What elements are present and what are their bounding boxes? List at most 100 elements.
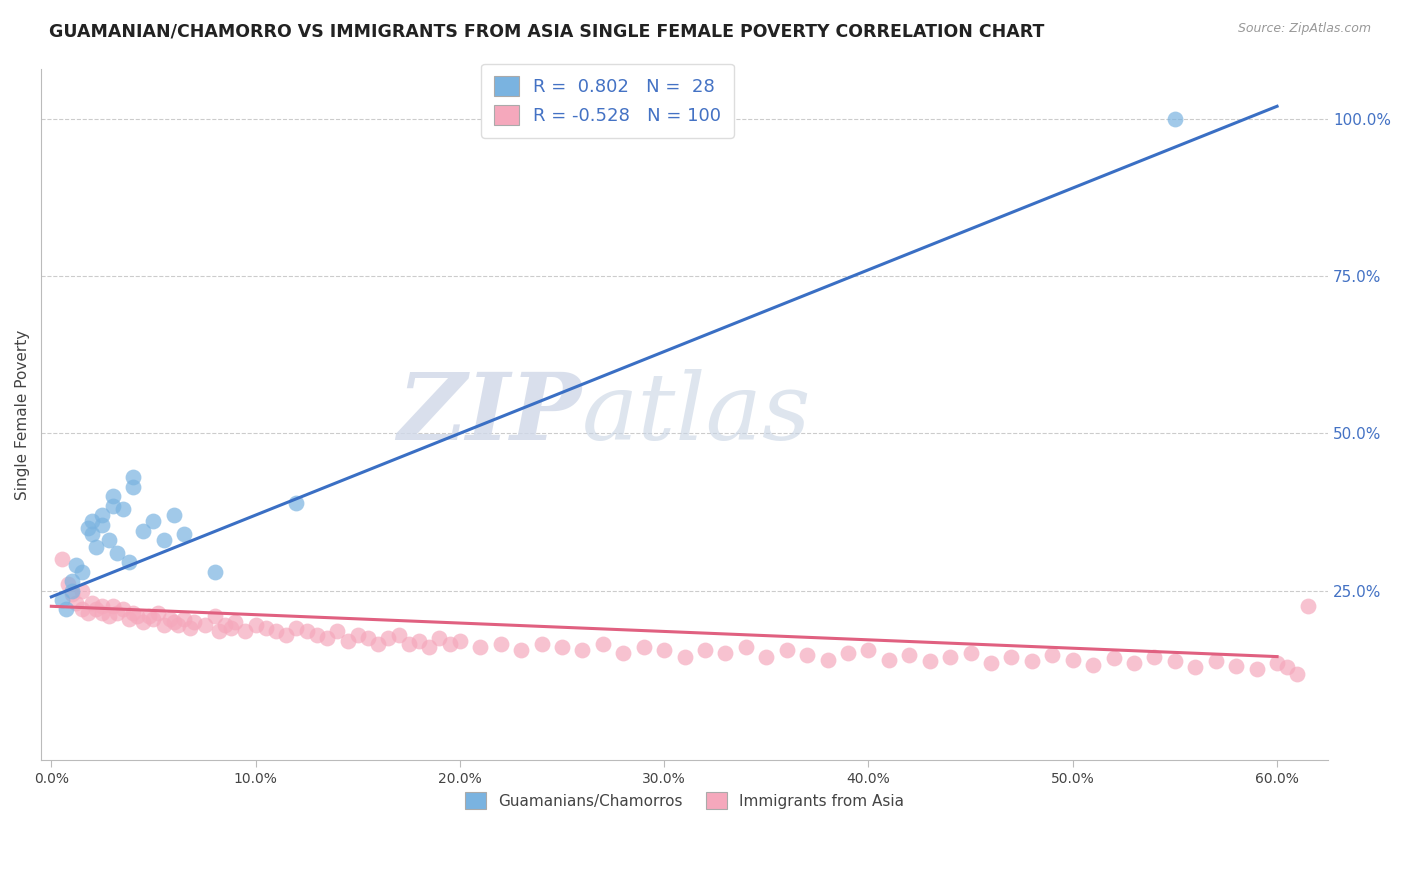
Text: Source: ZipAtlas.com: Source: ZipAtlas.com bbox=[1237, 22, 1371, 36]
Point bbox=[510, 643, 533, 657]
Text: GUAMANIAN/CHAMORRO VS IMMIGRANTS FROM ASIA SINGLE FEMALE POVERTY CORRELATION CHA: GUAMANIAN/CHAMORRO VS IMMIGRANTS FROM AS… bbox=[49, 22, 1045, 40]
Point bbox=[398, 637, 420, 651]
Point bbox=[1205, 654, 1227, 668]
Point bbox=[1040, 648, 1063, 662]
Point bbox=[571, 643, 593, 657]
Point bbox=[1143, 649, 1166, 664]
Point bbox=[208, 624, 231, 639]
Point bbox=[285, 621, 308, 635]
Point bbox=[316, 631, 339, 645]
Point bbox=[70, 602, 93, 616]
Point bbox=[817, 653, 839, 667]
Point bbox=[65, 596, 87, 610]
Point bbox=[105, 546, 128, 560]
Point bbox=[77, 606, 100, 620]
Point bbox=[56, 577, 79, 591]
Point bbox=[235, 624, 257, 639]
Point bbox=[84, 602, 107, 616]
Point bbox=[612, 647, 634, 661]
Point bbox=[167, 618, 190, 632]
Point bbox=[70, 583, 93, 598]
Point bbox=[367, 637, 389, 651]
Point bbox=[776, 643, 799, 657]
Point bbox=[305, 627, 328, 641]
Point bbox=[1164, 654, 1187, 668]
Point bbox=[470, 640, 492, 655]
Legend: Guamanians/Chamorros, Immigrants from Asia: Guamanians/Chamorros, Immigrants from As… bbox=[458, 786, 911, 815]
Point bbox=[159, 612, 181, 626]
Point bbox=[551, 640, 574, 655]
Point bbox=[82, 596, 104, 610]
Point bbox=[224, 615, 246, 629]
Point bbox=[101, 599, 124, 614]
Point bbox=[163, 615, 186, 629]
Point bbox=[60, 583, 83, 598]
Point bbox=[142, 612, 165, 626]
Point bbox=[1102, 651, 1125, 665]
Point bbox=[1225, 659, 1247, 673]
Point bbox=[1083, 657, 1105, 672]
Point bbox=[118, 612, 141, 626]
Point bbox=[1000, 649, 1022, 664]
Point bbox=[51, 552, 73, 566]
Point bbox=[204, 565, 226, 579]
Point bbox=[1184, 660, 1206, 674]
Point bbox=[91, 517, 114, 532]
Point bbox=[70, 565, 93, 579]
Text: ZIP: ZIP bbox=[398, 369, 582, 459]
Point bbox=[276, 627, 298, 641]
Point bbox=[60, 574, 83, 588]
Point bbox=[673, 649, 696, 664]
Point bbox=[214, 618, 236, 632]
Point bbox=[138, 608, 160, 623]
Point bbox=[60, 587, 83, 601]
Point bbox=[118, 555, 141, 569]
Point bbox=[980, 656, 1002, 670]
Point bbox=[254, 621, 277, 635]
Point bbox=[357, 631, 380, 645]
Point bbox=[84, 540, 107, 554]
Point bbox=[408, 633, 430, 648]
Point bbox=[183, 615, 205, 629]
Point bbox=[898, 648, 921, 662]
Point bbox=[429, 631, 451, 645]
Point bbox=[179, 621, 201, 635]
Text: atlas: atlas bbox=[582, 369, 811, 459]
Point bbox=[918, 654, 941, 668]
Point bbox=[163, 508, 186, 522]
Point bbox=[152, 533, 174, 548]
Point bbox=[1062, 653, 1084, 667]
Point bbox=[1021, 654, 1043, 668]
Point bbox=[245, 618, 267, 632]
Point bbox=[714, 647, 737, 661]
Point bbox=[111, 602, 134, 616]
Point bbox=[326, 624, 349, 639]
Point bbox=[939, 649, 962, 664]
Point bbox=[858, 643, 880, 657]
Point bbox=[82, 527, 104, 541]
Point bbox=[837, 647, 859, 661]
Point bbox=[877, 653, 900, 667]
Point bbox=[295, 624, 318, 639]
Point bbox=[959, 647, 981, 661]
Point bbox=[1277, 660, 1299, 674]
Point bbox=[65, 558, 87, 573]
Point bbox=[652, 643, 675, 657]
Point bbox=[1123, 656, 1146, 670]
Point bbox=[97, 533, 120, 548]
Point bbox=[285, 495, 308, 509]
Point bbox=[132, 615, 155, 629]
Point bbox=[1296, 599, 1319, 614]
Point bbox=[82, 515, 104, 529]
Point bbox=[122, 470, 145, 484]
Point bbox=[418, 640, 440, 655]
Point bbox=[449, 633, 471, 648]
Point bbox=[111, 501, 134, 516]
Point bbox=[377, 631, 399, 645]
Point bbox=[735, 640, 758, 655]
Point bbox=[388, 627, 411, 641]
Point bbox=[592, 637, 614, 651]
Point bbox=[439, 637, 461, 651]
Point bbox=[127, 608, 149, 623]
Point bbox=[173, 612, 195, 626]
